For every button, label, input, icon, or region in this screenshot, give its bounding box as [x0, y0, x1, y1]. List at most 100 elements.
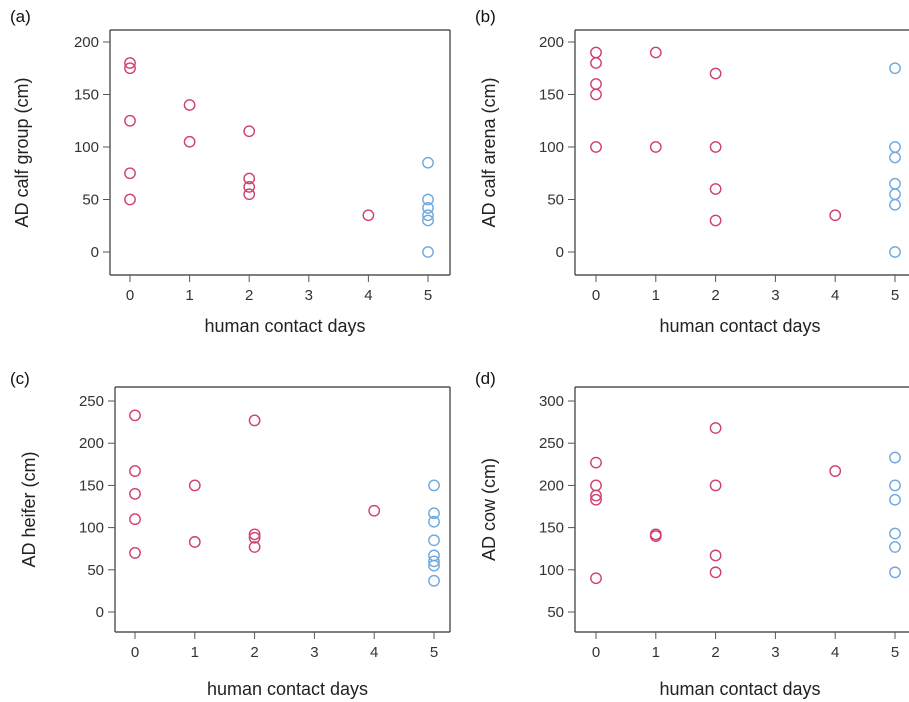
y-tick-label: 0 [91, 244, 99, 261]
data-point [422, 214, 434, 227]
x-tick-label: 4 [831, 287, 839, 304]
data-point [248, 531, 261, 544]
x-tick-label: 1 [652, 644, 660, 661]
x-axis-title: human contact days [659, 679, 820, 699]
data-point [243, 125, 256, 138]
data-point [362, 209, 375, 222]
data-point [709, 422, 722, 434]
data-point [243, 172, 256, 185]
data-point [129, 465, 141, 477]
data-point [428, 559, 440, 572]
x-axis-title: human contact days [204, 316, 365, 336]
data-point [829, 465, 842, 477]
data-point [183, 135, 196, 148]
data-point [428, 549, 440, 562]
x-tick-label: 3 [305, 287, 313, 304]
data-point [124, 114, 136, 127]
x-tick-label: 0 [592, 287, 600, 304]
data-point [889, 141, 901, 153]
x-tick-label: 3 [771, 287, 779, 304]
data-point [709, 183, 722, 195]
x-tick-label: 4 [831, 644, 839, 661]
data-point [889, 566, 901, 579]
y-tick-label: 150 [79, 477, 104, 494]
data-point [889, 151, 901, 164]
x-tick-label: 4 [364, 287, 372, 304]
x-tick-label: 1 [191, 644, 199, 661]
data-point [368, 504, 381, 517]
y-tick-label: 50 [82, 192, 99, 209]
data-point [889, 188, 901, 201]
y-tick-label: 100 [79, 520, 104, 537]
x-tick-label: 1 [652, 287, 660, 304]
x-tick-label: 0 [131, 644, 139, 661]
x-tick-label: 2 [250, 644, 258, 661]
data-point [183, 99, 196, 111]
x-tick-label: 0 [126, 287, 134, 304]
data-point [590, 141, 602, 153]
data-point [649, 530, 662, 542]
data-point [590, 572, 602, 585]
y-tick-label: 100 [539, 562, 564, 579]
data-point [889, 62, 901, 75]
x-tick-label: 2 [711, 644, 719, 661]
data-point [124, 193, 136, 206]
data-point [590, 46, 602, 59]
panel-label: (b) [475, 7, 496, 26]
y-tick-label: 200 [539, 477, 564, 494]
data-point [243, 180, 256, 193]
data-point [889, 541, 901, 553]
y-tick-label: 200 [539, 34, 564, 51]
y-axis-title: AD heifer (cm) [19, 451, 39, 567]
data-point [124, 57, 136, 69]
y-tick-label: 250 [79, 393, 104, 410]
y-tick-label: 150 [539, 87, 564, 104]
data-point [590, 479, 602, 492]
data-point [590, 57, 602, 69]
data-point [422, 201, 434, 214]
data-point [709, 566, 722, 579]
data-point [129, 547, 141, 559]
data-point [422, 209, 434, 222]
data-point [428, 507, 440, 520]
y-tick-label: 250 [539, 435, 564, 452]
data-point [422, 193, 434, 206]
y-tick-label: 200 [74, 34, 99, 51]
y-tick-label: 100 [539, 139, 564, 156]
data-point [129, 513, 141, 526]
data-point [422, 156, 434, 169]
x-tick-label: 5 [424, 287, 432, 304]
x-tick-label: 5 [891, 644, 899, 661]
data-point [428, 574, 440, 587]
data-point [248, 414, 261, 427]
x-tick-label: 0 [592, 644, 600, 661]
data-point [649, 46, 662, 59]
y-tick-label: 200 [79, 435, 104, 452]
data-point [248, 528, 261, 541]
data-point [889, 451, 901, 464]
data-point [590, 456, 602, 469]
chart-panel-1: 0 50 100 150 200 0 1 2 3 4 5 human contact days AD c… [10, 7, 451, 336]
data-point [428, 479, 440, 492]
data-point [188, 479, 201, 492]
data-point [709, 214, 722, 227]
panel-label: (c) [10, 369, 30, 388]
data-point [889, 527, 901, 540]
data-point [709, 479, 722, 492]
y-tick-label: 150 [539, 520, 564, 537]
data-point [428, 555, 440, 568]
x-tick-label: 5 [430, 644, 438, 661]
y-tick-label: 100 [74, 139, 99, 156]
data-point [649, 141, 662, 153]
data-point [590, 493, 602, 506]
chart-panel-4: 50 100 150 200 250 300 0 1 2 3 4 5 human contact day… [475, 369, 909, 699]
data-point [124, 167, 136, 180]
y-tick-label: 150 [74, 87, 99, 104]
y-axis-title: AD calf group (cm) [12, 77, 32, 227]
y-axis-title: AD calf arena (cm) [479, 77, 499, 227]
x-tick-label: 1 [185, 287, 193, 304]
data-point [889, 246, 901, 258]
y-tick-label: 0 [96, 604, 104, 621]
data-point [889, 493, 901, 506]
y-tick-label: 0 [556, 244, 564, 261]
